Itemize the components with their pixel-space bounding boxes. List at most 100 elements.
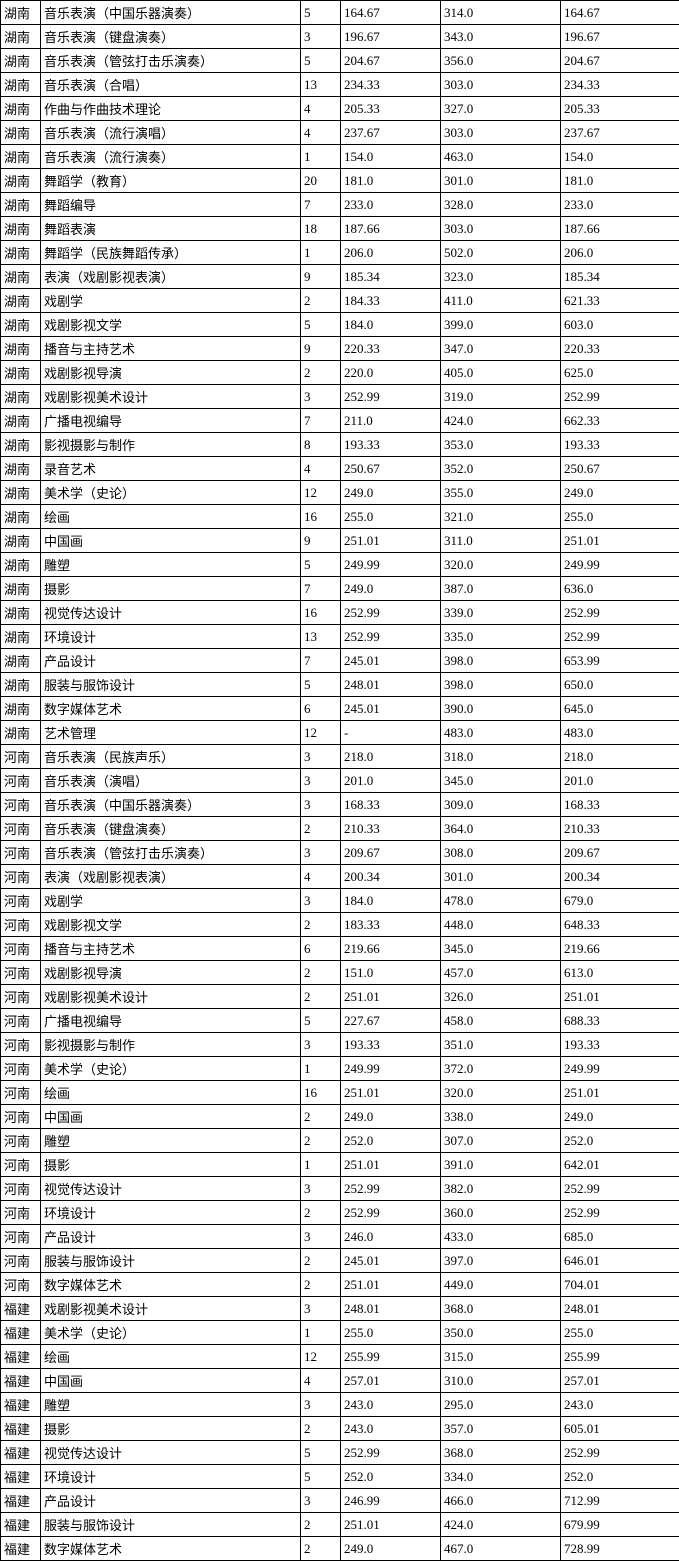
table-cell: 457.0 bbox=[441, 961, 561, 985]
table-cell: 视觉传达设计 bbox=[41, 1177, 301, 1201]
table-cell: 3 bbox=[301, 769, 341, 793]
table-cell: 353.0 bbox=[441, 433, 561, 457]
table-cell: 397.0 bbox=[441, 1249, 561, 1273]
table-cell: 257.01 bbox=[561, 1369, 679, 1393]
table-cell: 福建 bbox=[1, 1369, 41, 1393]
table-cell: 154.0 bbox=[561, 145, 679, 169]
table-cell: 4 bbox=[301, 1369, 341, 1393]
table-cell: 151.0 bbox=[341, 961, 441, 985]
table-row: 湖南影视摄影与制作8193.33353.0193.33 bbox=[1, 433, 679, 457]
table-cell: 2 bbox=[301, 1273, 341, 1297]
table-cell: 251.01 bbox=[341, 1513, 441, 1537]
table-cell: 7 bbox=[301, 193, 341, 217]
table-row: 湖南数字媒体艺术6245.01390.0645.0 bbox=[1, 697, 679, 721]
table-cell: 湖南 bbox=[1, 505, 41, 529]
table-cell: 2 bbox=[301, 289, 341, 313]
table-cell: 164.67 bbox=[561, 1, 679, 25]
table-row: 河南表演（戏剧影视表演）4200.34301.0200.34 bbox=[1, 865, 679, 889]
table-cell: 12 bbox=[301, 721, 341, 745]
table-cell: 252.0 bbox=[561, 1465, 679, 1489]
table-cell: 249.0 bbox=[341, 1537, 441, 1561]
table-cell: 录音艺术 bbox=[41, 457, 301, 481]
table-cell: 湖南 bbox=[1, 25, 41, 49]
table-cell: 251.01 bbox=[561, 529, 679, 553]
table-cell: 382.0 bbox=[441, 1177, 561, 1201]
table-row: 河南影视摄影与制作3193.33351.0193.33 bbox=[1, 1033, 679, 1057]
table-cell: 252.99 bbox=[561, 601, 679, 625]
table-cell: 河南 bbox=[1, 1249, 41, 1273]
table-cell: 355.0 bbox=[441, 481, 561, 505]
table-cell: 河南 bbox=[1, 889, 41, 913]
table-cell: 255.99 bbox=[341, 1345, 441, 1369]
table-cell: 252.99 bbox=[561, 1441, 679, 1465]
table-cell: 河南 bbox=[1, 961, 41, 985]
table-cell: 303.0 bbox=[441, 217, 561, 241]
table-cell: 5 bbox=[301, 1465, 341, 1489]
table-cell: 295.0 bbox=[441, 1393, 561, 1417]
table-cell: 200.34 bbox=[341, 865, 441, 889]
table-cell: 湖南 bbox=[1, 361, 41, 385]
table-cell: 187.66 bbox=[561, 217, 679, 241]
table-cell: 613.0 bbox=[561, 961, 679, 985]
table-cell: 湖南 bbox=[1, 529, 41, 553]
table-cell: 251.01 bbox=[341, 985, 441, 1009]
table-cell: 368.0 bbox=[441, 1297, 561, 1321]
table-cell: 湖南 bbox=[1, 97, 41, 121]
table-cell: 湖南 bbox=[1, 289, 41, 313]
table-row: 湖南服装与服饰设计5248.01398.0650.0 bbox=[1, 673, 679, 697]
table-row: 湖南音乐表演（流行演唱）4237.67303.0237.67 bbox=[1, 121, 679, 145]
table-cell: 251.01 bbox=[341, 1081, 441, 1105]
table-cell: 产品设计 bbox=[41, 649, 301, 673]
table-cell: 湖南 bbox=[1, 217, 41, 241]
table-cell: 表演（戏剧影视表演） bbox=[41, 265, 301, 289]
table-cell: 福建 bbox=[1, 1345, 41, 1369]
table-cell: 音乐表演（管弦打击乐演奏） bbox=[41, 49, 301, 73]
table-cell: 193.33 bbox=[341, 433, 441, 457]
table-cell: 219.66 bbox=[341, 937, 441, 961]
table-cell: 舞蹈学（教育） bbox=[41, 169, 301, 193]
table-cell: 河南 bbox=[1, 1081, 41, 1105]
table-cell: 湖南 bbox=[1, 265, 41, 289]
table-cell: 345.0 bbox=[441, 937, 561, 961]
table-row: 河南戏剧影视美术设计2251.01326.0251.01 bbox=[1, 985, 679, 1009]
table-cell: 227.67 bbox=[341, 1009, 441, 1033]
table-cell: 河南 bbox=[1, 1153, 41, 1177]
table-row: 湖南音乐表演（中国乐器演奏）5164.67314.0164.67 bbox=[1, 1, 679, 25]
table-cell: 251.01 bbox=[341, 529, 441, 553]
table-cell: 2 bbox=[301, 1537, 341, 1561]
table-cell: 3 bbox=[301, 385, 341, 409]
table-cell: 320.0 bbox=[441, 1081, 561, 1105]
table-row: 河南音乐表演（管弦打击乐演奏）3209.67308.0209.67 bbox=[1, 841, 679, 865]
table-cell: 372.0 bbox=[441, 1057, 561, 1081]
table-cell: 303.0 bbox=[441, 121, 561, 145]
table-cell: 1 bbox=[301, 241, 341, 265]
table-cell: 音乐表演（民族声乐） bbox=[41, 745, 301, 769]
table-row: 湖南绘画16255.0321.0255.0 bbox=[1, 505, 679, 529]
table-cell: 福建 bbox=[1, 1465, 41, 1489]
table-cell: 湖南 bbox=[1, 577, 41, 601]
table-cell: 2 bbox=[301, 1249, 341, 1273]
table-cell: 20 bbox=[301, 169, 341, 193]
table-cell: 12 bbox=[301, 1345, 341, 1369]
table-cell: 248.01 bbox=[561, 1297, 679, 1321]
table-cell: 193.33 bbox=[341, 1033, 441, 1057]
table-row: 福建产品设计3246.99466.0712.99 bbox=[1, 1489, 679, 1513]
table-cell: - bbox=[341, 721, 441, 745]
table-cell: 237.67 bbox=[561, 121, 679, 145]
table-cell: 328.0 bbox=[441, 193, 561, 217]
table-cell: 642.01 bbox=[561, 1153, 679, 1177]
table-cell: 252.99 bbox=[561, 1201, 679, 1225]
table-cell: 688.33 bbox=[561, 1009, 679, 1033]
table-cell: 314.0 bbox=[441, 1, 561, 25]
table-cell: 河南 bbox=[1, 865, 41, 889]
table-cell: 685.0 bbox=[561, 1225, 679, 1249]
table-cell: 广播电视编导 bbox=[41, 1009, 301, 1033]
table-cell: 河南 bbox=[1, 985, 41, 1009]
table-cell: 318.0 bbox=[441, 745, 561, 769]
table-row: 河南戏剧影视文学2183.33448.0648.33 bbox=[1, 913, 679, 937]
table-cell: 3 bbox=[301, 1297, 341, 1321]
table-row: 湖南录音艺术4250.67352.0250.67 bbox=[1, 457, 679, 481]
table-cell: 中国画 bbox=[41, 529, 301, 553]
table-cell: 252.99 bbox=[341, 385, 441, 409]
table-cell: 251.01 bbox=[341, 1273, 441, 1297]
